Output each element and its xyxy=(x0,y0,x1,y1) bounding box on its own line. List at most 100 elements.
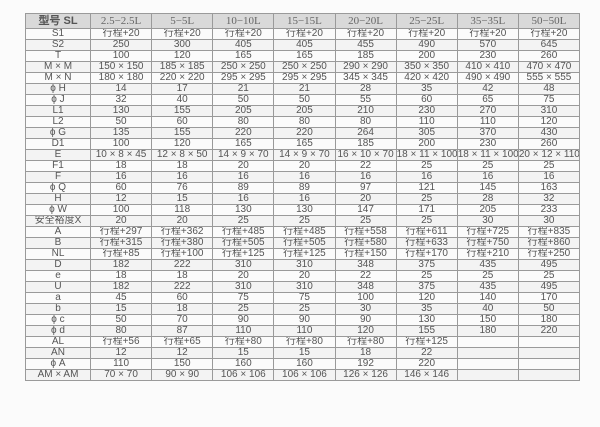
table-row: 安全裕度X 20 20 25 25 25 25 30 30 xyxy=(25,215,581,227)
table-cell: 行程+170 xyxy=(395,248,458,260)
table-cell: 120 xyxy=(151,138,214,150)
table-cell: 90 xyxy=(334,314,397,326)
table-cell: 163 xyxy=(517,182,581,194)
table-cell: 30 xyxy=(517,215,581,227)
row-label: B xyxy=(25,237,91,249)
table-cell: 行程+725 xyxy=(456,226,519,238)
table-cell: 375 xyxy=(395,259,458,271)
table-cell: 110 xyxy=(456,116,519,128)
table-cell: 160 xyxy=(273,358,336,370)
table-cell: 16 xyxy=(273,193,336,205)
table-cell: 10 × 8 × 45 xyxy=(89,149,153,161)
table-cell xyxy=(456,358,519,370)
table-cell: 250 × 250 xyxy=(273,61,336,73)
table-row: e 18 18 20 20 22 25 25 25 xyxy=(25,270,581,282)
table-cell: 16 xyxy=(212,171,275,183)
table-row: D 182 222 310 310 348 375 435 495 xyxy=(25,259,581,271)
table-cell: 行程+100 xyxy=(151,248,214,260)
table-cell: 145 xyxy=(456,182,519,194)
table-cell: 110 xyxy=(395,116,458,128)
table-cell: 20 xyxy=(212,270,275,282)
table-cell: 310 xyxy=(212,259,275,271)
table-row: A 行程+297 行程+362 行程+485 行程+485 行程+558 行程+611 行程+… xyxy=(25,226,581,238)
table-cell: 110 xyxy=(212,325,275,337)
header-col: 50−50L xyxy=(517,13,581,29)
row-label: ϕ Q xyxy=(25,182,91,194)
row-label: ϕ J xyxy=(25,94,91,106)
table-cell: 405 xyxy=(273,39,336,51)
table-cell: 290 × 290 xyxy=(334,61,397,73)
table-cell: 60 xyxy=(151,116,214,128)
table-cell: 185 xyxy=(334,138,397,150)
table-cell xyxy=(517,369,581,381)
table-cell: 40 xyxy=(151,94,214,106)
table-cell: 21 xyxy=(273,83,336,95)
row-label: 安全裕度X xyxy=(25,215,91,227)
table-cell: 50 xyxy=(89,116,153,128)
table-cell: 310 xyxy=(273,281,336,293)
table-cell: 97 xyxy=(334,182,397,194)
table-cell: 165 xyxy=(273,50,336,62)
table-cell: 行程+20 xyxy=(517,28,581,40)
table-cell: 35 xyxy=(395,83,458,95)
table-cell: 370 xyxy=(456,127,519,139)
table-cell: 192 xyxy=(334,358,397,370)
row-label: F xyxy=(25,171,91,183)
table-row: NL 行程+85 行程+100 行程+125 行程+125 行程+150 行程+170 行程+… xyxy=(25,248,581,260)
table-cell: 150 xyxy=(456,314,519,326)
table-cell: 305 xyxy=(395,127,458,139)
table-cell: 25 xyxy=(334,215,397,227)
table-cell: 165 xyxy=(273,138,336,150)
table-cell: 20 xyxy=(212,160,275,172)
table-cell: 25 xyxy=(273,215,336,227)
table-cell: 48 xyxy=(517,83,581,95)
table-cell: 405 xyxy=(212,39,275,51)
table-cell: 430 xyxy=(517,127,581,139)
table-cell: 行程+633 xyxy=(395,237,458,249)
row-label: L1 xyxy=(25,105,91,117)
table-cell xyxy=(456,336,519,348)
table-cell: 410 × 410 xyxy=(456,61,519,73)
table-cell: 495 xyxy=(517,259,581,271)
table-cell: 180 xyxy=(456,325,519,337)
table-cell: 233 xyxy=(517,204,581,216)
table-cell: 150 xyxy=(151,358,214,370)
header-col: 2.5−2.5L xyxy=(89,13,153,29)
table-row: U 182 222 310 310 348 375 435 495 xyxy=(25,281,581,293)
table-cell xyxy=(517,358,581,370)
table-cell: 260 xyxy=(517,138,581,150)
table-cell: 126 × 126 xyxy=(334,369,397,381)
table-cell: 495 xyxy=(517,281,581,293)
row-label: ϕ W xyxy=(25,204,91,216)
table-cell: 16 xyxy=(273,171,336,183)
row-label: L2 xyxy=(25,116,91,128)
table-cell: 行程+20 xyxy=(334,28,397,40)
table-cell xyxy=(517,336,581,348)
table-cell: 70 xyxy=(151,314,214,326)
table-cell: 行程+20 xyxy=(212,28,275,40)
table-cell: 130 xyxy=(273,204,336,216)
table-row: M × N 180 × 180 220 × 220 295 × 295 295 × 29… xyxy=(25,72,581,84)
table-cell: 182 xyxy=(89,259,153,271)
table-cell: 185 xyxy=(334,50,397,62)
table-cell: 行程+835 xyxy=(517,226,581,238)
header-col: 35−35L xyxy=(456,13,519,29)
table-cell: 345 × 345 xyxy=(334,72,397,84)
table-cell: 348 xyxy=(334,281,397,293)
table-cell: 75 xyxy=(273,292,336,304)
table-cell: 20 xyxy=(273,270,336,282)
table-cell: 18 xyxy=(334,347,397,359)
table-cell: 32 xyxy=(517,193,581,205)
table-cell: 行程+80 xyxy=(212,336,275,348)
table-cell xyxy=(517,347,581,359)
table-cell: 20 xyxy=(151,215,214,227)
table-cell: 310 xyxy=(212,281,275,293)
table-cell xyxy=(456,347,519,359)
table-cell: 90 xyxy=(273,314,336,326)
table-cell: 25 xyxy=(212,215,275,227)
table-cell: 25 xyxy=(395,270,458,282)
table-cell: 182 xyxy=(89,281,153,293)
table-cell: 25 xyxy=(395,160,458,172)
table-cell: 155 xyxy=(151,127,214,139)
table-cell: 80 xyxy=(89,325,153,337)
